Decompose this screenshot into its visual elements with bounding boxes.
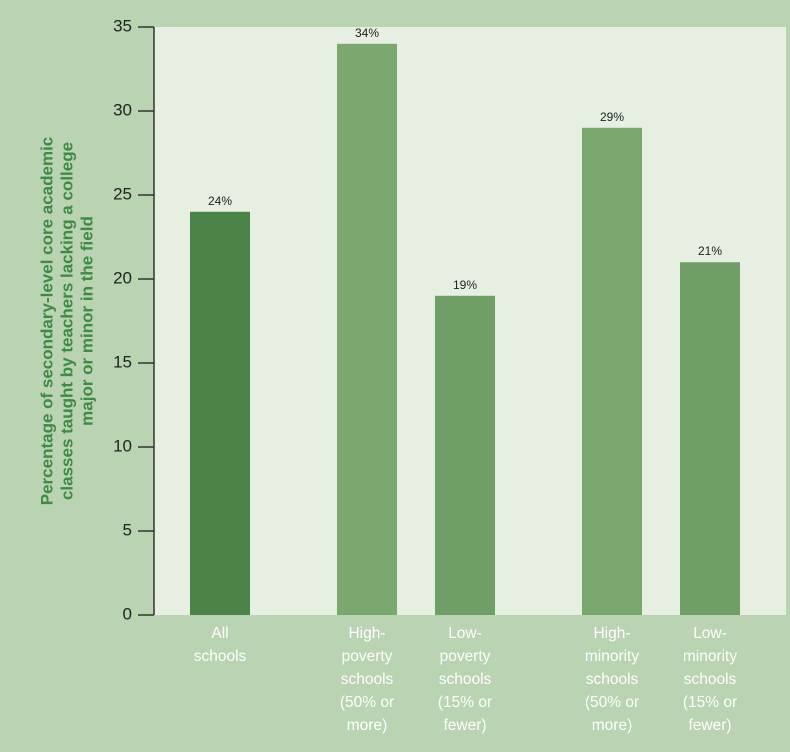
y-tick-label: 25 [113, 184, 132, 203]
category-label-line: Low- [693, 625, 727, 642]
category-label-line: (50% or [340, 694, 394, 711]
category-label-line: (15% or [438, 694, 492, 711]
category-label-line: schools [194, 648, 247, 665]
category-label-line: more) [347, 717, 387, 734]
bar-value-label: 21% [698, 244, 722, 258]
bars [190, 43, 740, 616]
category-label-line: High- [593, 625, 630, 642]
bar [435, 295, 495, 615]
category-label-line: (15% or [683, 694, 737, 711]
bar-value-label: 24% [208, 194, 232, 208]
category-label-line: more) [592, 717, 632, 734]
y-axis-ticks: 0 5 10 15 20 25 30 35 [113, 16, 154, 623]
bar-value-label: 19% [453, 278, 477, 292]
bar-value-labels: 24% 34% 19% 29% 21% [208, 26, 722, 292]
y-axis-title: Percentage of secondary-level core acade… [37, 137, 96, 506]
bar [582, 127, 642, 616]
category-label-line: schools [684, 671, 737, 688]
y-axis-title-line: major or minor in the field [77, 216, 96, 426]
category-label-line: (50% or [585, 694, 639, 711]
category-label-line: minority [585, 648, 640, 665]
y-tick-label: 15 [113, 352, 132, 371]
category-label-line: fewer) [688, 717, 731, 734]
category-label-line: All [211, 625, 228, 642]
category-label-line: schools [439, 671, 492, 688]
y-axis-title-line: classes taught by teachers lacking a col… [57, 142, 76, 500]
y-tick-label: 10 [113, 436, 132, 455]
category-label-line: Low- [448, 625, 482, 642]
bar [337, 43, 397, 616]
category-label-line: schools [341, 671, 394, 688]
category-label-line: High- [348, 625, 385, 642]
y-tick-label: 20 [113, 268, 132, 287]
category-label-line: minority [683, 648, 738, 665]
category-label-line: poverty [440, 648, 491, 665]
category-label-line: fewer) [443, 717, 486, 734]
category-labels: All schools High-poverty schools (50% or more… [194, 625, 738, 734]
y-axis-title-line: Percentage of secondary-level core acade… [37, 137, 56, 506]
y-tick-label: 0 [123, 604, 132, 623]
y-tick-label: 35 [113, 16, 132, 35]
bar [190, 211, 250, 616]
bar-value-label: 34% [355, 26, 379, 40]
y-tick-label: 5 [123, 520, 132, 539]
bar [680, 262, 740, 615]
category-label-line: schools [586, 671, 639, 688]
y-tick-label: 30 [113, 100, 132, 119]
bar-value-label: 29% [600, 110, 624, 124]
category-label-line: poverty [342, 648, 393, 665]
